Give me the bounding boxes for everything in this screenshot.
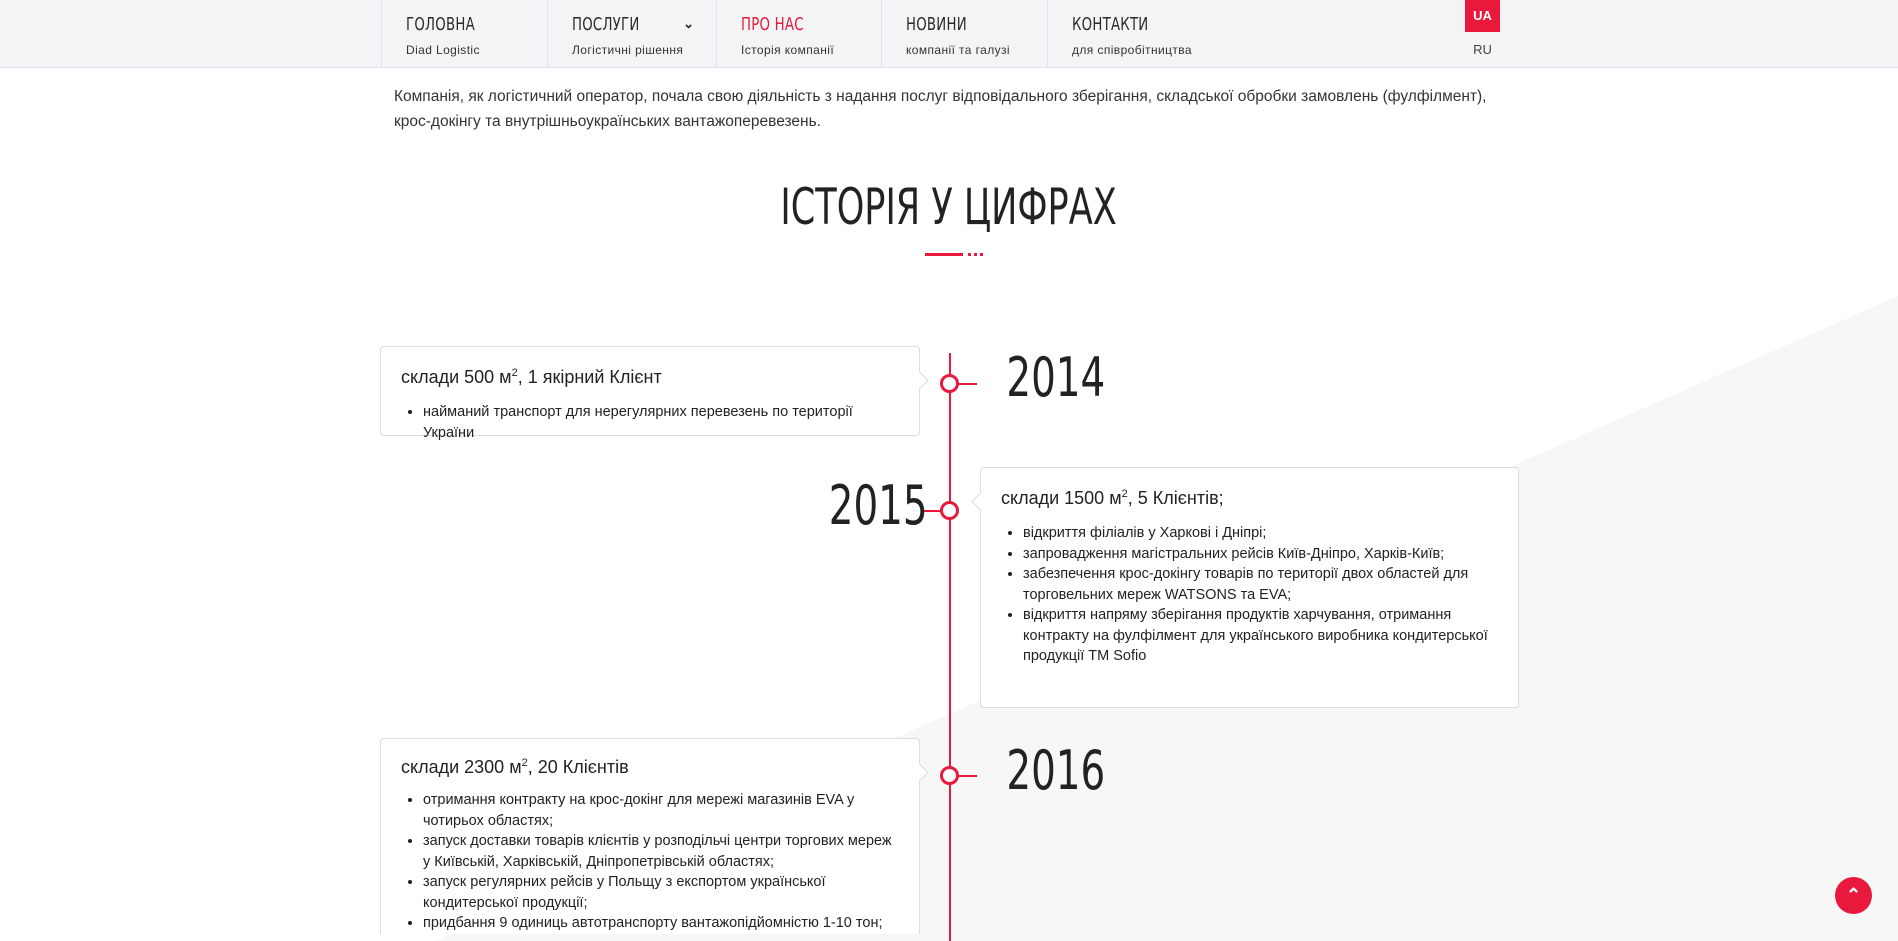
timeline-line <box>949 353 951 941</box>
nav-label: ПОСЛУГИ <box>572 14 640 35</box>
nav-label: ПРО НАС <box>741 14 804 35</box>
nav-label: ГОЛОВНА <box>406 14 475 35</box>
nav-sub: Логістичні рішення <box>572 43 684 57</box>
year-label: 2016 <box>994 739 1118 802</box>
timeline-card-2014: склади 500 м2, 1 якірний Клієнт найманий… <box>380 346 920 441</box>
year-label: 2015 <box>804 474 928 537</box>
list-item: забезпечення крос-докінгу товарів по тер… <box>1023 564 1498 605</box>
nav-sub: Історія компанії <box>741 43 835 57</box>
nav-sub: для співробітництва <box>1072 43 1192 57</box>
card-list: відкриття філіалів у Харкові і Дніпрі; з… <box>1001 523 1498 667</box>
title-text: , 20 Клієнтів <box>527 757 629 777</box>
title-sup: 2 <box>1121 488 1128 500</box>
chevron-down-icon[interactable]: ⌄ <box>683 16 694 31</box>
year-text: 2014 <box>1006 346 1106 409</box>
list-item: отримання контракту на крос-докінг для м… <box>423 790 899 831</box>
title-sup: 2 <box>521 757 528 769</box>
scroll-to-top-button[interactable]: ⌃ <box>1835 877 1872 914</box>
timeline-tick <box>923 510 945 512</box>
list-item: запровадження магістральних рейсів Київ-… <box>1023 544 1498 565</box>
title-text: , 5 Клієнтів; <box>1127 488 1224 508</box>
title-text: склади 500 м <box>401 367 512 387</box>
list-item: придбання 9 одиниць автотранспорту ванта… <box>423 913 899 934</box>
chevron-up-icon: ⌃ <box>1845 885 1862 905</box>
nav-item-services[interactable]: ПОСЛУГИ Логістичні рішення ⌄ <box>547 0 716 68</box>
list-item: найманий транспорт для нерегулярних пере… <box>423 402 899 443</box>
timeline-node <box>940 766 959 785</box>
list-item: запуск регулярних рейсів у Польщу з експ… <box>423 872 899 913</box>
intro-text: Компанія, як логістичний оператор, почал… <box>394 88 1487 130</box>
card-list: отримання контракту на крос-докінг для м… <box>401 790 899 934</box>
title-underline <box>925 253 963 256</box>
nav-item-about[interactable]: ПРО НАС Історія компанії <box>716 0 881 68</box>
title-text: склади 1500 м <box>1001 488 1122 508</box>
timeline-tick <box>955 383 977 385</box>
nav-sub: компанії та галузі <box>906 43 1010 57</box>
title-text: , 1 якірний Клієнт <box>517 367 662 387</box>
year-text: 2016 <box>1006 739 1106 802</box>
timeline-card-2016: склади 2300 м2, 20 Клієнтів отримання ко… <box>380 738 920 934</box>
timeline-card-2015: склади 1500 м2, 5 Клієнтів; відкриття фі… <box>980 467 1519 708</box>
year-label: 2014 <box>994 346 1118 409</box>
timeline-node <box>940 374 959 393</box>
title-sup: 2 <box>511 367 518 379</box>
card-title: склади 1500 м2, 5 Клієнтів; <box>1001 488 1498 509</box>
lang-ru-button[interactable]: RU <box>1473 42 1492 57</box>
nav-label: КОНТАКТИ <box>1072 14 1149 35</box>
section-title-text: ІСТОРІЯ У ЦИФРАХ <box>780 178 1118 236</box>
nav-sub: Diad Logistic <box>406 43 480 57</box>
nav-item-news[interactable]: НОВИНИ компанії та галузі <box>881 0 1047 68</box>
title-underline-dots <box>968 253 983 256</box>
card-list: найманий транспорт для нерегулярних пере… <box>401 402 899 443</box>
lang-ua-button[interactable]: UA <box>1465 0 1500 32</box>
nav-item-home[interactable]: ГОЛОВНА Diad Logistic <box>381 0 547 68</box>
list-item: відкриття напряму зберігання продуктів х… <box>1023 605 1498 667</box>
title-text: склади 2300 м <box>401 757 522 777</box>
nav-item-contacts[interactable]: КОНТАКТИ для співробітництва <box>1047 0 1219 68</box>
year-text: 2015 <box>828 474 928 537</box>
nav-label: НОВИНИ <box>906 14 967 35</box>
timeline-node <box>940 501 959 520</box>
card-title: склади 500 м2, 1 якірний Клієнт <box>401 367 899 388</box>
list-item: запуск доставки товарів клієнтів у розпо… <box>423 831 899 872</box>
section-title: ІСТОРІЯ У ЦИФРАХ <box>0 178 1898 236</box>
main-nav: ГОЛОВНА Diad Logistic ПОСЛУГИ Логістичні… <box>0 0 1898 68</box>
timeline-tick <box>955 775 977 777</box>
card-title: склади 2300 м2, 20 Клієнтів <box>401 757 899 778</box>
list-item: відкриття філіалів у Харкові і Дніпрі; <box>1023 523 1498 544</box>
